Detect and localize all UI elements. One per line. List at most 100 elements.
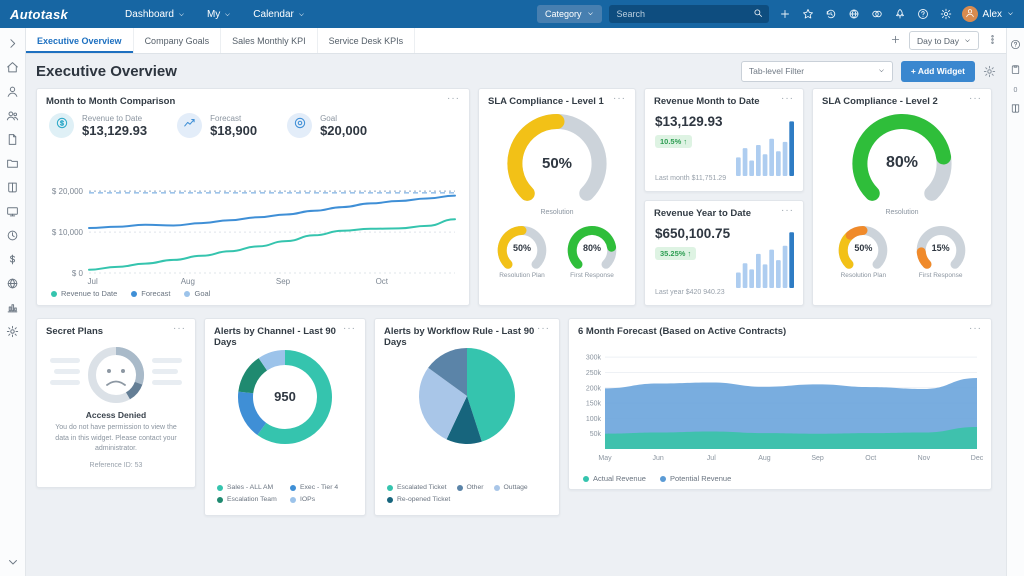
widget-title: SLA Compliance - Level 2 <box>822 96 938 107</box>
sidebar-chevron-right-icon[interactable] <box>5 35 21 51</box>
legend-label: Re-opened Ticket <box>397 496 451 503</box>
sidebar-book-icon[interactable] <box>5 179 21 195</box>
gear-icon[interactable] <box>937 5 956 24</box>
legend-item[interactable]: Outtage <box>493 484 528 491</box>
widget-6-month-forecast: 6 Month Forecast (Based on Active Contra… <box>568 318 992 490</box>
menu-dashboard[interactable]: Dashboard <box>114 0 196 28</box>
sidebar-globe-icon[interactable] <box>5 275 21 291</box>
legend-item[interactable]: Escalation Team <box>217 496 288 503</box>
history-icon[interactable] <box>822 5 841 24</box>
legend-dot <box>493 484 500 491</box>
autotask-logo[interactable]: Autotask <box>10 6 69 22</box>
legend-item[interactable]: Potential Revenue <box>659 474 731 483</box>
legend-item[interactable]: Re-opened Ticket <box>387 496 450 503</box>
user-menu[interactable]: Alex <box>961 6 1014 22</box>
sla1-resolution-plan: 50% Resolution Plan <box>495 225 549 279</box>
legend-item[interactable]: Actual Revenue <box>583 474 646 483</box>
global-search[interactable] <box>608 5 769 23</box>
search-input[interactable] <box>614 8 753 20</box>
rail-clipboard-icon[interactable] <box>1010 62 1021 80</box>
widget-menu-button[interactable]: ··· <box>969 93 982 104</box>
rail-help-icon[interactable] <box>1010 37 1021 55</box>
sidebar-file-icon[interactable] <box>5 131 21 147</box>
sla2-resolution-plan: 50% Resolution Plan <box>836 225 890 279</box>
dashboard-tab-bar: Executive Overview Company Goals Sales Mon… <box>26 28 1006 54</box>
gauge-value: 80% <box>582 243 601 253</box>
alerts-workflow-legend: Escalated Ticket Other Outtage Re-opened Ti… <box>387 484 555 503</box>
plus-icon[interactable] <box>776 5 795 24</box>
revenue-mtd-value: $13,129.93 <box>655 114 723 129</box>
tab-executive-overview[interactable]: Executive Overview <box>26 28 134 53</box>
widget-alerts-by-channel: Alerts by Channel - Last 90 Days ··· 950… <box>204 318 366 516</box>
sla2-first-response-gauge <box>914 225 968 271</box>
add-widget-button[interactable]: + Add Widget <box>900 60 975 82</box>
widget-menu-button[interactable]: ··· <box>447 93 460 104</box>
widget-title: Secret Plans <box>46 326 104 337</box>
tab-overflow-menu-icon[interactable] <box>987 32 998 50</box>
legend-item[interactable]: Sales - ALL AM <box>217 484 288 491</box>
svg-text:May: May <box>598 455 612 462</box>
search-icon[interactable] <box>753 5 763 23</box>
sidebar-users-icon[interactable] <box>5 107 21 123</box>
sidebar-user-icon[interactable] <box>5 83 21 99</box>
svg-text:Dec: Dec <box>971 455 983 462</box>
menu-calendar[interactable]: Calendar <box>242 0 316 28</box>
sidebar-home-icon[interactable] <box>5 59 21 75</box>
rail-book-icon[interactable] <box>1010 101 1021 119</box>
svg-text:Jun: Jun <box>652 455 663 462</box>
venn-icon[interactable] <box>868 5 887 24</box>
widget-menu-button[interactable]: ··· <box>537 323 550 334</box>
forecast-legend: Actual Revenue Potential Revenue <box>583 474 731 483</box>
legend-label: Escalation Team <box>227 496 277 503</box>
legend-item[interactable]: Escalated Ticket <box>387 484 447 491</box>
legend-item[interactable]: IOPs <box>290 496 361 503</box>
category-dropdown[interactable]: Category <box>537 5 602 23</box>
revenue-ytd-bar-chart <box>736 226 794 288</box>
trend-icon <box>177 113 203 138</box>
tab-sales-monthly-kpi[interactable]: Sales Monthly KPI <box>221 28 318 53</box>
kpi-forecast: Forecast $18,900 <box>177 113 257 138</box>
kpi-value: $20,000 <box>320 122 368 138</box>
month-comparison-legend: Revenue to Date Forecast Goal <box>51 289 210 298</box>
globe-icon[interactable] <box>845 5 864 24</box>
legend-item[interactable]: Forecast <box>131 289 170 298</box>
sidebar-clock-icon[interactable] <box>5 227 21 243</box>
sidebar-chart-icon[interactable] <box>5 299 21 315</box>
legend-item[interactable]: Exec - Tier 4 <box>290 484 361 491</box>
menu-my[interactable]: My <box>196 0 242 28</box>
sidebar-folder-icon[interactable] <box>5 155 21 171</box>
tab-level-filter-select[interactable]: Tab-level Filter <box>740 60 893 82</box>
alerts-channel-legend: Sales - ALL AM Exec - Tier 4 Escalation Te… <box>217 484 361 503</box>
page-header: Executive Overview Tab-level Filter + Ad… <box>26 56 1006 86</box>
right-rail: 0 <box>1006 28 1024 576</box>
add-tab-icon[interactable] <box>890 32 901 50</box>
dashboard-settings-icon[interactable] <box>983 65 996 78</box>
help-icon[interactable] <box>914 5 933 24</box>
legend-dot <box>387 484 393 491</box>
alerts-workflow-pie-chart <box>418 347 516 445</box>
day-range-dropdown[interactable]: Day to Day <box>908 31 979 50</box>
widget-menu-button[interactable]: ··· <box>781 93 794 104</box>
tab-service-desk-kpis[interactable]: Service Desk KPIs <box>318 28 416 53</box>
alerts-channel-total: 950 <box>274 389 296 404</box>
svg-text:Jul: Jul <box>707 455 716 462</box>
legend-item[interactable]: Other <box>456 484 484 491</box>
widget-menu-button[interactable]: ··· <box>969 323 982 334</box>
coins-icon <box>49 113 74 138</box>
legend-item[interactable]: Goal <box>184 289 210 298</box>
sla1-resolution-label: Resolution <box>540 209 574 216</box>
tab-company-goals[interactable]: Company Goals <box>134 28 222 53</box>
widget-menu-button[interactable]: ··· <box>781 205 794 216</box>
sidebar-collapse-icon[interactable] <box>5 554 21 570</box>
star-icon[interactable] <box>799 5 818 24</box>
widget-title: Revenue Month to Date <box>654 96 760 107</box>
sidebar-monitor-icon[interactable] <box>5 203 21 219</box>
sidebar-gear-icon[interactable] <box>5 323 21 339</box>
rocket-icon[interactable] <box>891 5 910 24</box>
sidebar-dollar-icon[interactable] <box>5 251 21 267</box>
legend-item[interactable]: Revenue to Date <box>51 289 117 298</box>
widget-menu-button[interactable]: ··· <box>343 323 356 334</box>
avatar <box>961 6 978 22</box>
widget-menu-button[interactable]: ··· <box>173 323 186 334</box>
widget-menu-button[interactable]: ··· <box>613 93 626 104</box>
